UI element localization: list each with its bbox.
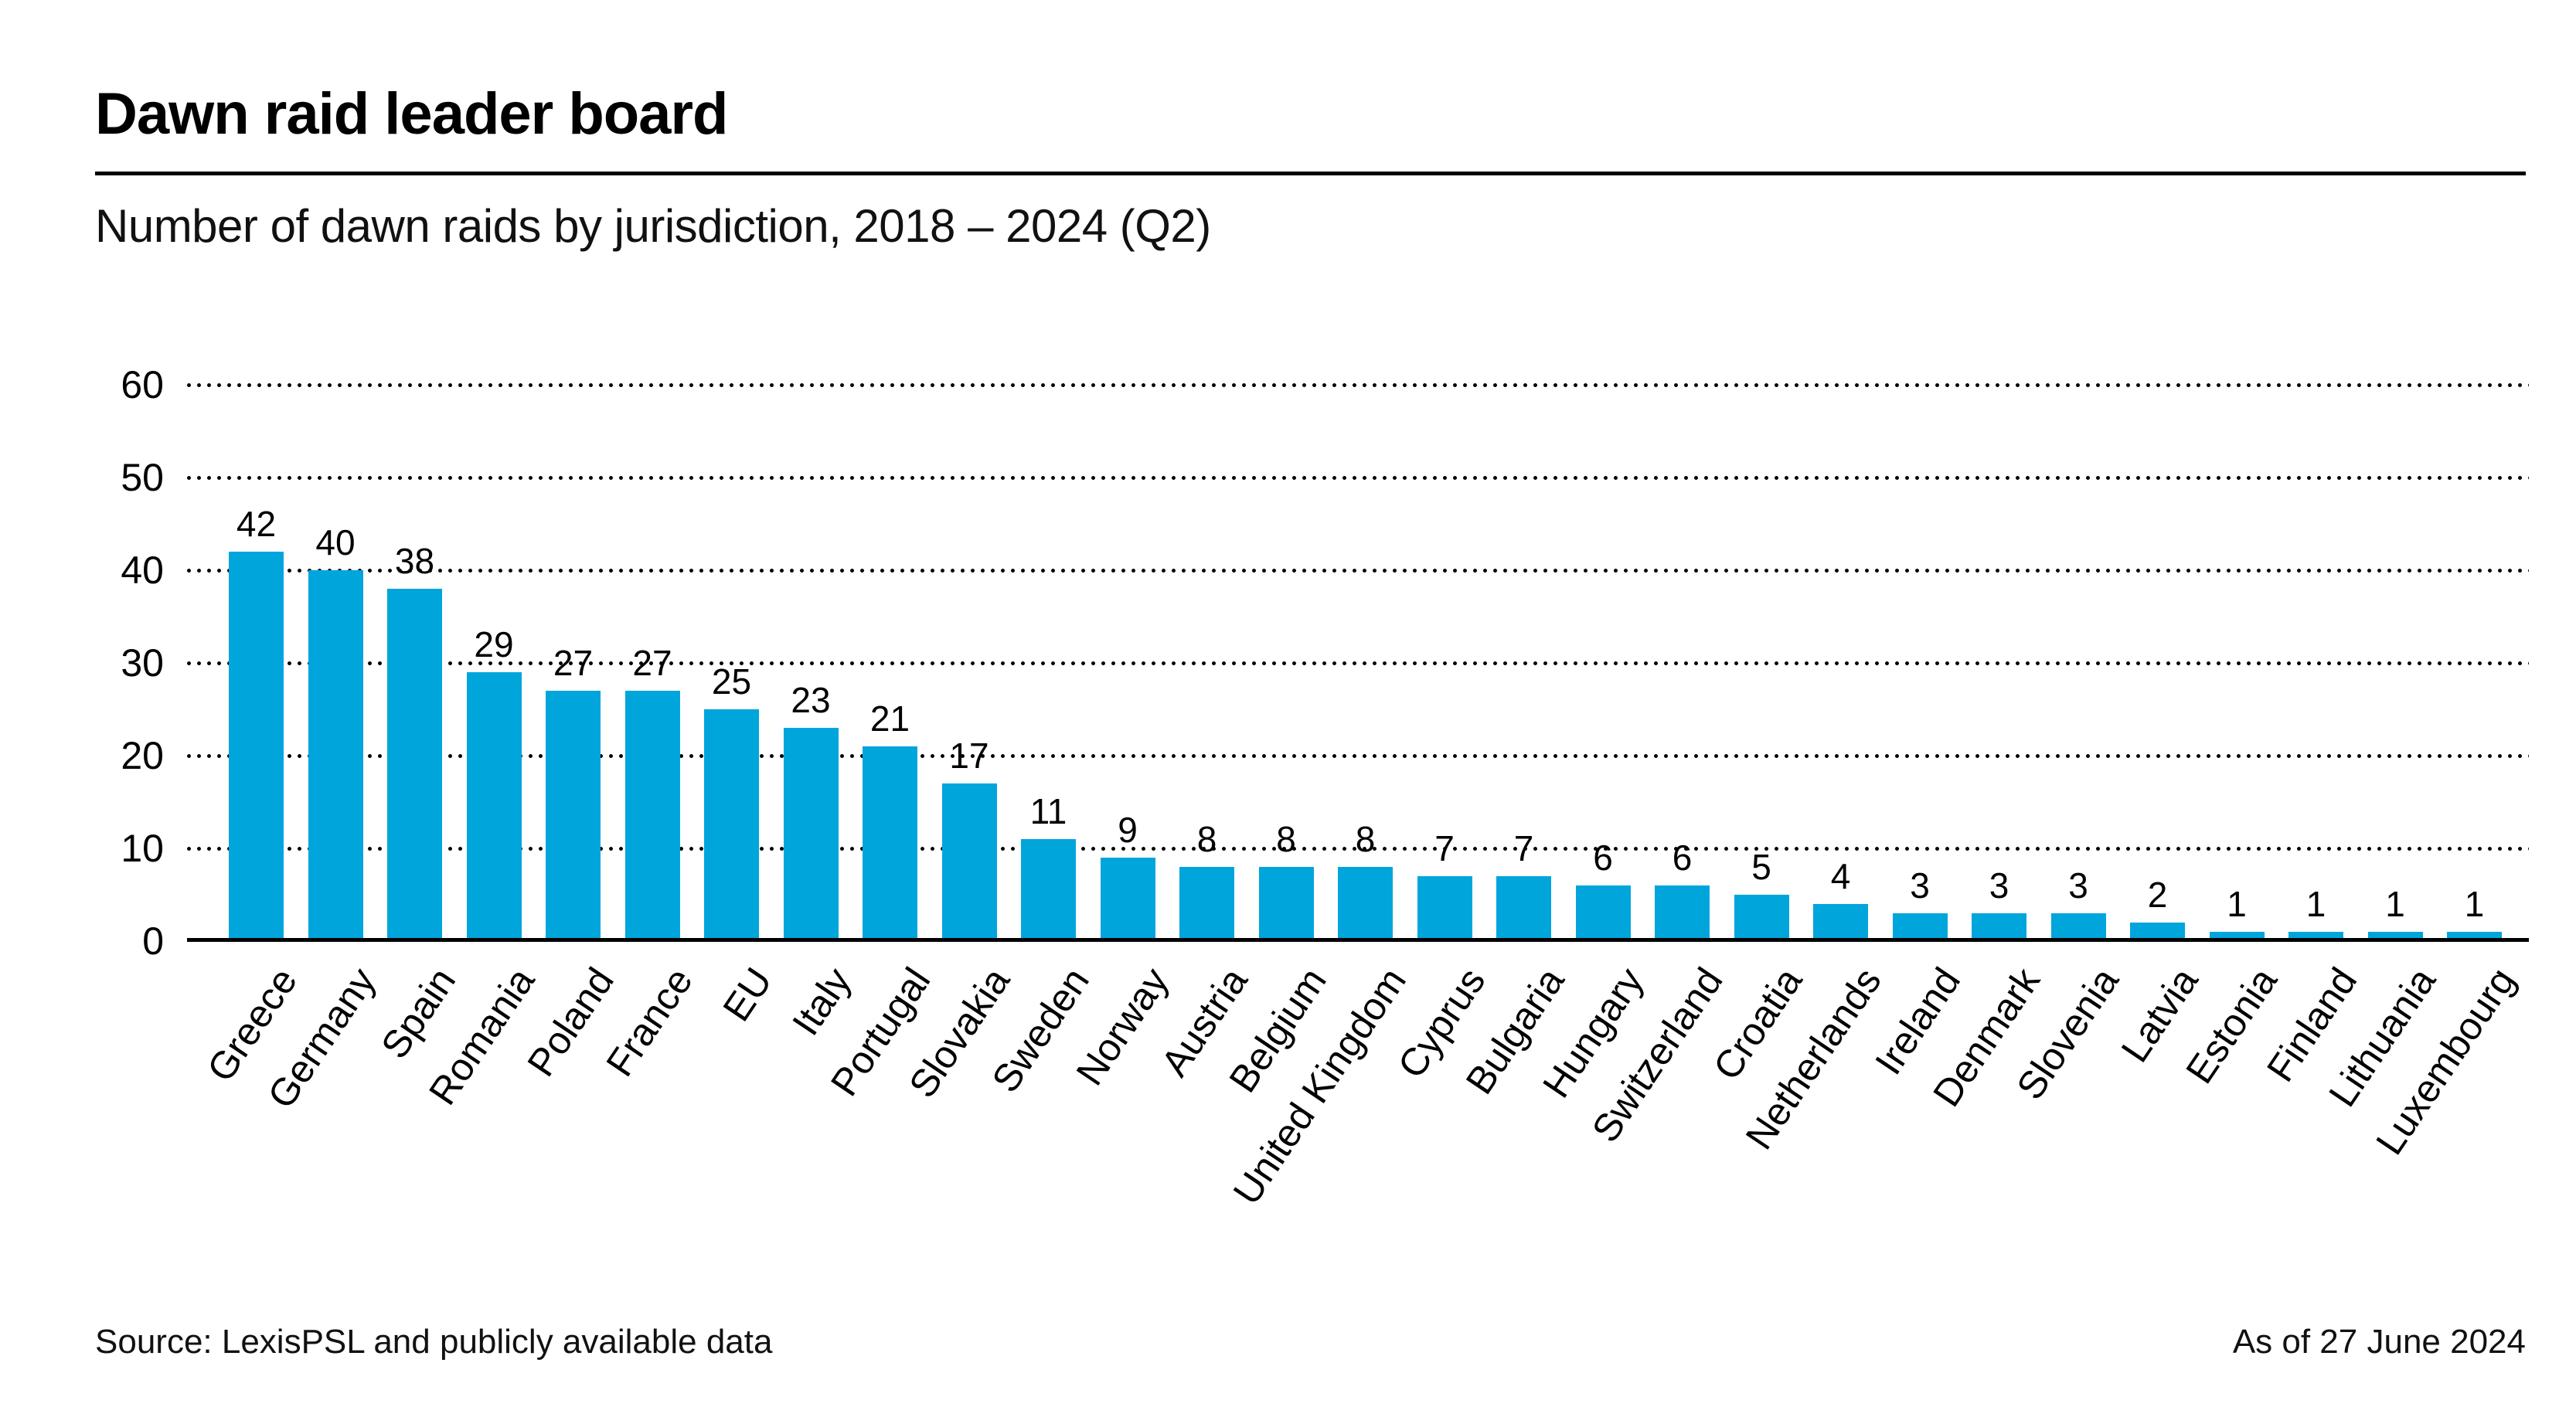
bar-switzerland xyxy=(1655,885,1710,938)
bar-value-label-austria: 8 xyxy=(1196,819,1217,859)
bar-value-label-greece: 42 xyxy=(236,504,277,544)
bar-germany xyxy=(308,570,363,938)
bar-slovakia xyxy=(941,783,997,938)
source-note: Source: LexisPSL and publicly available … xyxy=(95,1323,773,1361)
bar-denmark xyxy=(1972,913,2026,938)
bar-slovenia xyxy=(2050,913,2106,938)
bar-value-label-finland: 1 xyxy=(2305,884,2326,924)
x-axis-label-text: EU xyxy=(714,960,781,1029)
y-axis-tick-label-0: 0 xyxy=(142,919,164,963)
bar-value-label-united-kingdom: 8 xyxy=(1355,819,1376,859)
chart-title: Dawn raid leader board xyxy=(95,81,728,147)
bar-value-label-latvia: 2 xyxy=(2147,875,2168,915)
bar-value-label-lithuania: 1 xyxy=(2385,884,2405,924)
bar-lithuania xyxy=(2367,932,2423,938)
bar-portugal xyxy=(863,746,917,938)
bar-value-label-slovenia: 3 xyxy=(2068,865,2088,906)
bar-latvia xyxy=(2130,923,2185,938)
bar-poland xyxy=(546,691,601,938)
y-axis-tick-label-60: 60 xyxy=(121,363,164,406)
bar-norway xyxy=(1100,858,1155,938)
bar-ireland xyxy=(1892,913,1948,938)
bar-luxembourg xyxy=(2447,932,2502,938)
y-axis-tick-label-20: 20 xyxy=(121,734,164,777)
bar-value-label-luxembourg: 1 xyxy=(2464,884,2485,924)
bar-estonia xyxy=(2209,932,2265,938)
bar-belgium xyxy=(1258,867,1314,938)
bar-cyprus xyxy=(1417,876,1472,938)
gridline-y-30 xyxy=(187,661,2529,665)
bar-value-label-belgium: 8 xyxy=(1276,819,1296,859)
bar-finland xyxy=(2288,932,2343,938)
bar-value-label-poland: 27 xyxy=(553,643,594,683)
bar-value-label-spain: 38 xyxy=(394,541,435,581)
bar-austria xyxy=(1179,867,1234,938)
bar-value-label-germany: 40 xyxy=(315,522,356,562)
title-divider-rule xyxy=(95,172,2526,175)
bar-spain xyxy=(387,589,442,938)
bar-netherlands xyxy=(1813,904,1868,938)
bar-eu xyxy=(704,709,759,938)
gridline-y-10 xyxy=(187,847,2529,851)
bar-sweden xyxy=(1021,839,1076,938)
bar-value-label-ireland: 3 xyxy=(1910,865,1930,906)
gridline-y-60 xyxy=(187,383,2529,387)
bar-value-label-denmark: 3 xyxy=(1989,865,2009,906)
bar-value-label-slovakia: 17 xyxy=(949,736,989,776)
gridline-y-40 xyxy=(187,569,2529,573)
bar-united-kingdom xyxy=(1338,867,1393,938)
bar-value-label-france: 27 xyxy=(632,643,672,683)
bar-value-label-croatia: 5 xyxy=(1751,847,1771,887)
bar-value-label-switzerland: 6 xyxy=(1672,838,1693,878)
y-axis-tick-label-40: 40 xyxy=(121,549,164,592)
bar-value-label-norway: 9 xyxy=(1118,810,1138,850)
y-axis-tick-label-30: 30 xyxy=(121,641,164,685)
bar-value-label-portugal: 21 xyxy=(869,698,910,739)
bar-hungary xyxy=(1575,885,1631,938)
bar-croatia xyxy=(1734,895,1789,938)
bar-greece xyxy=(229,552,284,938)
bar-romania xyxy=(466,672,522,938)
bar-value-label-romania: 29 xyxy=(474,624,514,664)
bar-value-label-estonia: 1 xyxy=(2227,884,2247,924)
as-of-date: As of 27 June 2024 xyxy=(2232,1323,2526,1361)
bar-value-label-netherlands: 4 xyxy=(1830,856,1851,896)
gridline-y-50 xyxy=(187,476,2529,480)
y-axis-tick-label-10: 10 xyxy=(121,827,164,870)
bar-value-label-cyprus: 7 xyxy=(1434,828,1455,868)
x-axis-baseline xyxy=(187,938,2529,942)
x-axis-label-text: Italy xyxy=(784,960,860,1043)
bar-italy xyxy=(783,728,839,938)
bar-value-label-eu: 25 xyxy=(711,661,752,702)
bar-value-label-bulgaria: 7 xyxy=(1513,828,1534,868)
bar-france xyxy=(624,691,680,938)
bar-value-label-sweden: 11 xyxy=(1029,791,1067,831)
bar-value-label-italy: 23 xyxy=(791,680,831,720)
gridline-y-20 xyxy=(187,754,2529,758)
bar-value-label-hungary: 6 xyxy=(1593,838,1613,878)
y-axis-tick-label-50: 50 xyxy=(121,456,164,499)
bar-bulgaria xyxy=(1496,876,1551,938)
chart-subtitle: Number of dawn raids by jurisdiction, 20… xyxy=(95,200,1211,252)
